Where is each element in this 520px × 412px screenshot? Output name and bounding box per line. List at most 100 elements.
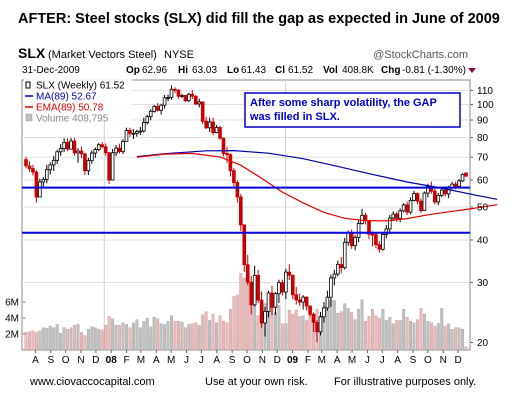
price-candle [301,295,305,310]
legend-item: SLX (Weekly) 61.52 [25,81,125,92]
y-tick-label: 90 [477,116,489,127]
ema89-line [136,152,498,222]
volume-bar [419,308,423,351]
volume-bar [69,327,73,351]
volume-bar [426,321,430,351]
price-candle [197,98,202,108]
footer-website: www.ciovaccocapital.com [30,376,155,388]
price-candle [83,152,87,176]
price-candle [374,233,378,248]
price-candle [124,127,129,142]
volume-bar [34,332,38,351]
price-candle [180,93,184,98]
volume-bar [412,322,416,351]
volume-bar [93,327,97,351]
price-candle [148,109,153,121]
close-value: 61.52 [288,65,313,76]
price-candle [121,138,125,155]
volume-bar [232,296,236,351]
price-candle [384,224,389,239]
x-tick-label: M [167,355,175,366]
volume-bar [343,303,347,351]
price-candle [114,144,118,156]
volume-bar [395,320,399,351]
price-candle [464,172,468,177]
price-candle [377,241,382,253]
price-candle [169,85,174,100]
y-tick-label: 30 [477,278,489,289]
volume-bar [222,321,225,351]
ticker-symbol: SLX [18,45,46,61]
price-candle [117,143,122,154]
volume-bar [305,320,309,351]
price-candle [55,149,59,164]
price-candle [44,164,49,184]
volume-tick-label: 6M [5,298,19,309]
volume-bar [176,321,180,351]
price-candle [294,286,299,305]
volume-bar [228,309,232,351]
volume-bar [28,331,31,351]
volume-label: Vol [323,65,338,76]
volume-bar [204,311,208,351]
price-candle [315,320,319,343]
volume-bar [291,313,295,351]
price-candle [200,101,205,125]
volume-tick-label: 4M [5,314,19,325]
price-candle [356,220,361,243]
price-candle [27,161,32,172]
price-candle [135,129,139,137]
price-candle [187,92,191,103]
x-tick-label: A [213,355,220,366]
volume-bar [298,316,302,351]
price-candle [221,137,226,157]
x-tick-label: O [62,355,70,366]
price-candle [218,125,222,140]
x-axis-ticks: A S O N D 08 F M A M J J A S O N D 09 F M A M J J A S O N D [32,350,462,366]
x-tick-label: N [77,355,84,366]
price-candle [329,274,333,307]
volume-bar [218,315,222,351]
volume-bar [246,281,250,351]
volume-bar [118,325,121,351]
price-candle [235,180,240,203]
footer-disclaimer: Use at your own risk. [205,376,308,388]
volume-bar [145,317,149,351]
volume-bar [436,323,440,351]
price-candle [336,260,340,277]
price-candle [100,142,105,149]
volume-bar [131,322,135,351]
volume-bar [256,315,260,351]
price-candle [318,311,323,336]
volume-bar [253,301,257,351]
price-candle [58,144,63,157]
volume-bar [52,327,56,351]
price-candle [353,235,357,251]
price-candle [214,125,219,134]
legend-label: SLX (Weekly) 61.52 [36,81,125,92]
volume-bar [208,320,212,351]
change-value: -0.81 (-1.30%) [402,65,466,76]
price-candle [381,231,385,251]
price-candle [360,208,364,225]
price-candle [69,137,73,150]
legend-background [24,76,132,122]
y-axis-ticks: 110 100 90 80 70 60 50 40 30 20 [470,86,494,349]
x-tick-label: N [259,355,266,366]
volume-bar [339,311,343,351]
annotation: After some sharp volatility, the GAP was… [244,92,461,128]
price-candle [259,291,264,328]
x-tick-label: A [153,355,160,366]
volume-bar [135,319,139,351]
ticker-name: (Market Vectors Steel) [48,49,157,61]
price-candle [166,94,170,102]
volume-bar [97,329,101,351]
x-tick-label: 09 [287,355,299,366]
annotation-line-1: After some sharp volatility, the GAP [250,97,437,109]
price-candle [51,155,56,172]
volume-bar [325,309,329,351]
volume-bar [443,325,447,351]
volume-bar [107,316,111,351]
volume-bar [280,323,284,351]
volume-bar [284,323,288,351]
